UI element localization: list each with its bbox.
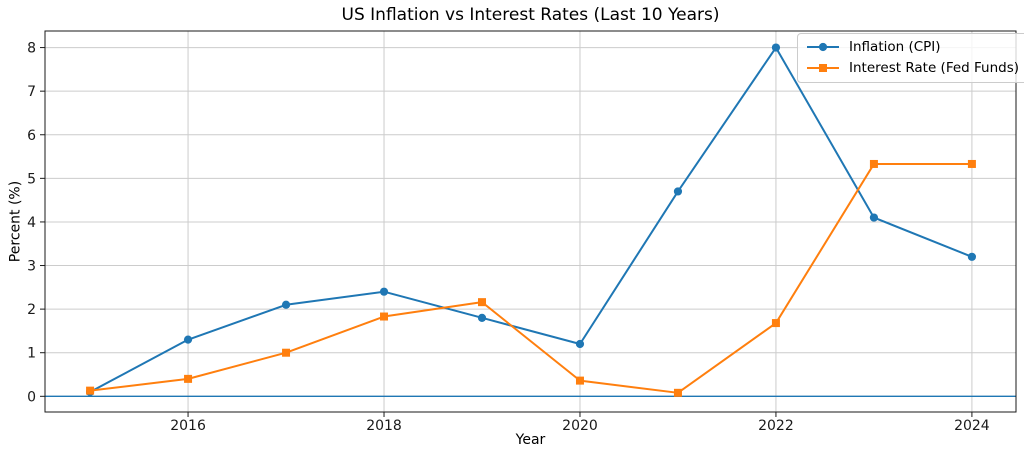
y-tick-label: 8: [27, 41, 36, 57]
y-gridlines: [45, 47, 1016, 397]
legend-item-interest-rate: Interest Rate (Fed Funds): [805, 59, 1019, 77]
data-point-marker: [282, 348, 291, 357]
data-point-marker: [771, 319, 780, 328]
data-point-marker: [967, 159, 976, 168]
data-point-marker: [869, 213, 879, 222]
data-point-marker: [184, 374, 193, 383]
data-point-marker: [575, 339, 585, 349]
data-point-marker: [673, 187, 683, 196]
x-tick-label: 2020: [562, 418, 598, 434]
y-tick-label: 3: [27, 259, 36, 275]
data-point-marker: [967, 252, 977, 261]
data-point-marker: [183, 335, 193, 344]
x-tick-label: 2018: [366, 418, 402, 434]
data-point-marker: [771, 43, 781, 52]
x-gridlines: [187, 31, 973, 412]
x-tick-label: 2024: [954, 418, 990, 434]
legend-item-inflation: Inflation (CPI): [805, 38, 1019, 56]
data-point-marker: [673, 388, 682, 397]
legend-label-interest-rate: Interest Rate (Fed Funds): [849, 60, 1020, 76]
x-axis-ticks: 2016 2018 2020 2022 2024: [170, 412, 990, 434]
line-circle-marker-icon: [807, 42, 839, 52]
data-point-marker: [575, 376, 584, 385]
data-point-marker: [379, 287, 389, 296]
series-interest-rate: [86, 159, 976, 397]
y-tick-label: 7: [27, 84, 36, 100]
data-point-marker: [478, 298, 486, 307]
y-tick-label: 5: [27, 171, 36, 187]
y-tick-label: 2: [27, 302, 36, 318]
data-point-marker: [380, 312, 389, 321]
chart-title: US Inflation vs Interest Rates (Last 10 …: [341, 5, 720, 25]
series-inflation: [85, 43, 977, 397]
x-tick-label: 2022: [758, 418, 794, 434]
y-axis-label: Percent (%): [7, 180, 24, 263]
legend: Inflation (CPI) Interest Rate (Fed Funds…: [797, 33, 1024, 83]
y-tick-label: 0: [27, 389, 36, 405]
y-tick-label: 1: [27, 346, 36, 362]
data-point-marker: [477, 313, 487, 322]
y-tick-label: 4: [27, 215, 36, 231]
y-tick-label: 6: [27, 128, 36, 144]
line-square-marker-icon: [807, 64, 839, 72]
x-axis-label: Year: [515, 432, 546, 448]
y-axis-ticks: 0 1 2 3 4 5 6 7 8: [27, 41, 45, 405]
data-point-marker: [281, 300, 291, 309]
data-point-marker: [86, 386, 95, 395]
legend-label-inflation: Inflation (CPI): [849, 39, 941, 55]
data-point-marker: [869, 159, 878, 168]
x-tick-label: 2016: [170, 418, 206, 434]
